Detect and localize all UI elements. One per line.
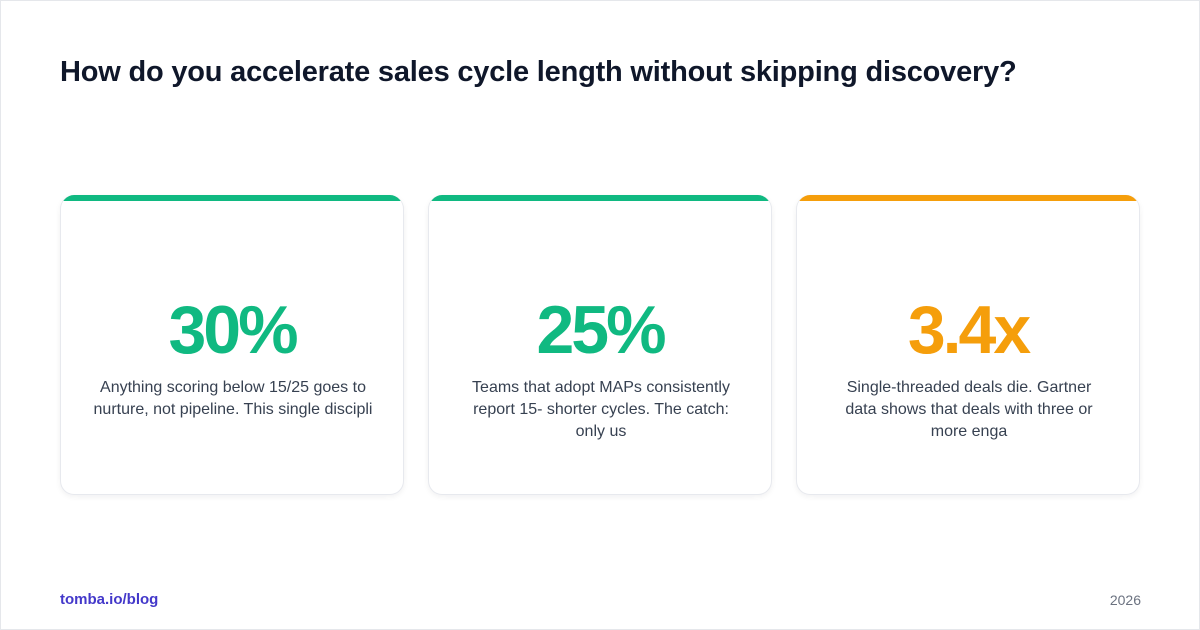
stat-card: 3.4x Single-threaded deals die. Gartner …: [796, 195, 1140, 495]
stat-description: Anything scoring below 15/25 goes to nur…: [93, 379, 373, 418]
card-accent-bar: [61, 195, 403, 201]
stat-value: 25%: [536, 292, 666, 368]
card-accent-bar: [429, 195, 771, 201]
stat-description: Single-threaded deals die. Gartner data …: [845, 379, 1093, 440]
card-accent-bar: [797, 195, 1139, 201]
stat-card: 30% Anything scoring below 15/25 goes to…: [60, 195, 404, 495]
stat-description: Teams that adopt MAPs consistently repor…: [472, 379, 730, 440]
stat-card: 25% Teams that adopt MAPs consistently r…: [428, 195, 772, 495]
stat-value: 30%: [168, 292, 298, 368]
blog-link[interactable]: tomba.io/blog: [60, 591, 159, 608]
page-title: How do you accelerate sales cycle length…: [60, 56, 1017, 88]
footer-year: 2026: [1109, 592, 1141, 608]
stat-value: 3.4x: [907, 292, 1031, 368]
